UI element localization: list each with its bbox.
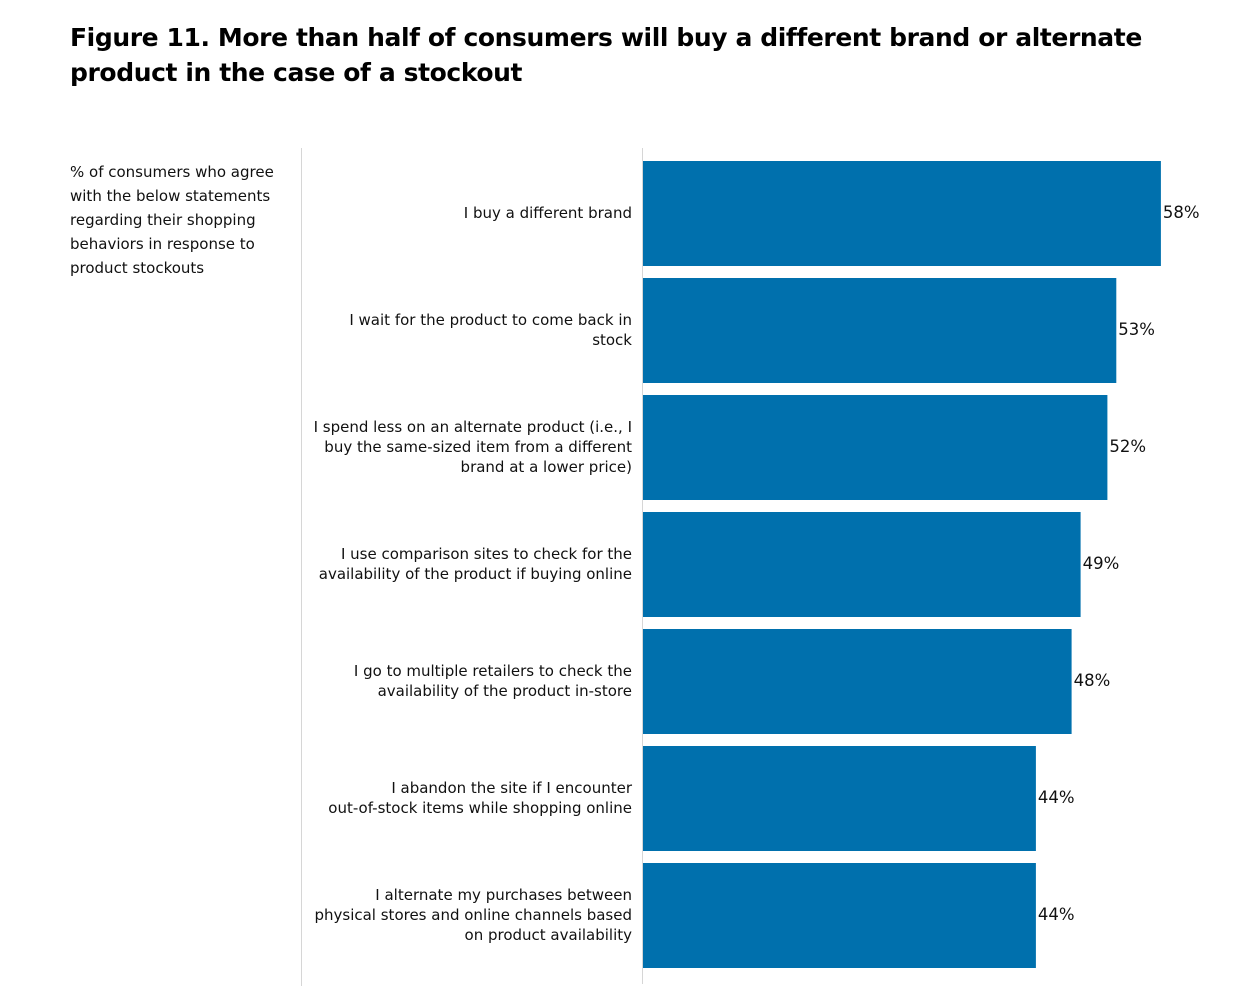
category-label-6: I abandon the site if I encounter out-of-… [328, 779, 633, 817]
panel-divider [301, 148, 302, 986]
value-label-5: 48% [1074, 671, 1111, 690]
bar-1 [643, 161, 1161, 266]
bar-5 [643, 629, 1072, 734]
value-label-4: 49% [1083, 554, 1120, 573]
category-label-3: I spend less on an alternate product (i.… [314, 418, 633, 476]
chart-title: Figure 11. More than half of consumers w… [70, 23, 1142, 87]
value-label-2: 53% [1118, 320, 1155, 339]
bars-group [643, 161, 1161, 968]
bar-7 [643, 863, 1036, 968]
category-labels-group: I buy a different brand I wait for the pr… [314, 204, 633, 944]
bar-4 [643, 512, 1081, 617]
value-labels-group: 58% 53% 52% 49% 48% 44% 44% [1038, 203, 1200, 924]
category-label-5: I go to multiple retailers to check the a… [354, 662, 632, 700]
value-label-7: 44% [1038, 905, 1075, 924]
value-label-3: 52% [1109, 437, 1146, 456]
bar-3 [643, 395, 1108, 500]
value-label-1: 58% [1163, 203, 1200, 222]
category-label-2: I wait for the product to come back in st… [349, 311, 632, 349]
category-label-1: I buy a different brand [464, 204, 632, 222]
bar-2 [643, 278, 1117, 383]
bar-6 [643, 746, 1036, 851]
value-label-6: 44% [1038, 788, 1075, 807]
category-label-7: I alternate my purchases between physical… [314, 886, 632, 944]
chart-subtitle: % of consumers who agree with the below … [70, 163, 274, 277]
category-label-4: I use comparison sites to check for the a… [319, 545, 632, 583]
